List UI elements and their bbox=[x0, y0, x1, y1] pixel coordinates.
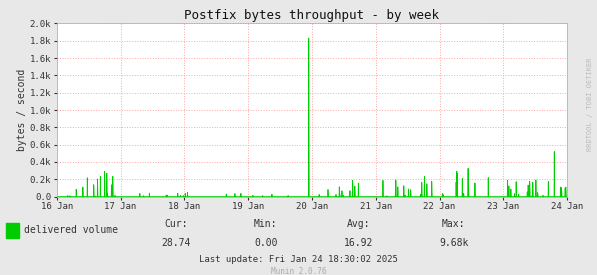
Text: Last update: Fri Jan 24 18:30:02 2025: Last update: Fri Jan 24 18:30:02 2025 bbox=[199, 255, 398, 264]
Text: 9.68k: 9.68k bbox=[439, 238, 469, 248]
Text: Min:: Min: bbox=[254, 219, 278, 229]
Text: Munin 2.0.76: Munin 2.0.76 bbox=[271, 267, 326, 275]
Text: 0.00: 0.00 bbox=[254, 238, 278, 248]
Y-axis label: bytes / second: bytes / second bbox=[17, 69, 27, 151]
Text: Max:: Max: bbox=[442, 219, 466, 229]
Text: delivered volume: delivered volume bbox=[24, 225, 118, 235]
Text: Cur:: Cur: bbox=[164, 219, 188, 229]
Text: RRDTOOL / TOBI OETIKER: RRDTOOL / TOBI OETIKER bbox=[587, 58, 593, 151]
Title: Postfix bytes throughput - by week: Postfix bytes throughput - by week bbox=[184, 9, 439, 22]
Text: 28.74: 28.74 bbox=[161, 238, 191, 248]
Text: 16.92: 16.92 bbox=[343, 238, 373, 248]
Text: Avg:: Avg: bbox=[346, 219, 370, 229]
